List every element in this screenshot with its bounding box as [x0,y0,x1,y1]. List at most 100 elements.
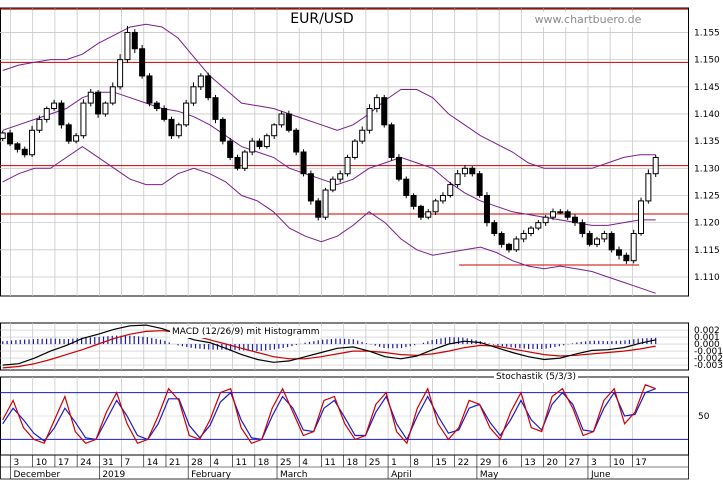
x-tick-label: 17 [635,458,646,468]
candle-body [293,129,300,153]
price-tick-label: 1.120 [694,219,720,229]
candle-body [285,113,292,131]
panel-frame-1 [0,322,689,371]
candle-body [454,173,461,186]
x-tick-label: 14 [147,458,159,468]
candle-body [366,108,373,131]
candle-body [307,173,314,202]
candle-body [65,124,72,142]
candle-body [491,222,498,235]
candle-body [87,91,94,104]
candle-body [315,200,322,218]
x-tick-label: 24 [80,458,92,468]
candle-body [58,102,65,126]
macd-tick-label: -0.001 [694,347,723,357]
candle-body [263,135,270,148]
candle-body [432,200,439,213]
candle-body [564,211,571,218]
x-axis-frame [0,454,689,480]
candle-body [652,156,659,175]
x-tick-label: 27 [569,458,580,468]
watermark-text: www.chartbuero.de [535,13,642,26]
candle-body [594,238,601,245]
x-tick-label: 7 [125,458,131,468]
candle-body [271,124,278,137]
x-tick-label: 22 [458,458,469,468]
candle-body [227,140,234,158]
candle-body [344,156,351,175]
candle-body [359,129,366,142]
month-label: March [280,470,307,480]
candle-body [43,108,50,120]
macd-tick-label: 0.002 [694,326,720,336]
x-tick-label: 4 [213,458,219,468]
candle-body [80,102,87,137]
candle-body [469,167,476,175]
price-tick-label: 1.130 [694,164,720,174]
x-tick-label: 29 [480,458,492,468]
stoch-tick-label: 50 [698,412,710,422]
x-tick-label: 8 [413,458,419,468]
month-label: April [391,470,412,480]
label-background [170,326,322,338]
candle-body [388,124,395,158]
x-tick-label: 18 [347,458,359,468]
candle-body [14,143,21,150]
candle-body [623,254,630,262]
month-label: June [590,470,611,480]
x-tick-label: 28 [191,458,203,468]
x-tick-label: 18 [258,458,270,468]
candle-body [579,222,586,235]
x-tick-label: 11 [324,458,335,468]
macd-signal-line [2,330,656,369]
candle-body [381,97,388,126]
candle-body [197,75,204,88]
x-tick-label: 11 [236,458,247,468]
x-tick-label: 20 [547,458,559,468]
candle-body [183,102,190,126]
candle-body [586,233,593,245]
candle-body [571,216,578,224]
candle-body [527,227,534,235]
x-tick-label: 10 [613,458,625,468]
x-tick-label: 25 [369,458,380,468]
x-tick-label: 17 [58,458,69,468]
month-label: February [191,470,232,480]
candle-body [219,118,226,142]
macd-tick-label: -0.003 [694,361,723,371]
candle-body [410,194,417,207]
x-tick-label: 10 [36,458,48,468]
candle-body [109,86,116,104]
candle-body [505,243,512,251]
candle-body [329,178,336,191]
candle-body [36,118,43,131]
bollinger-lower [2,145,656,294]
macd-tick-label: 0.000 [694,340,720,350]
month-label: 2019 [102,470,125,480]
candle-body [102,102,109,115]
candle-body [403,178,410,196]
candle-body [117,59,124,88]
candle-body [21,148,28,156]
candle-body [205,75,212,99]
candle-body [300,151,307,175]
x-tick-label: 25 [280,458,291,468]
candle-body [542,216,549,224]
month-label: May [480,470,499,480]
price-tick-label: 1.135 [694,137,720,147]
candle-body [234,156,241,169]
candle-body [351,140,358,158]
candle-body [0,132,6,139]
candle-body [241,151,248,169]
candle-body [439,194,446,202]
candle-body [322,189,329,218]
x-tick-label: 15 [435,458,446,468]
stoch-k-line [2,384,656,445]
price-tick-label: 1.115 [694,246,720,256]
candle-body [175,124,182,137]
x-tick-label: 13 [524,458,535,468]
bollinger-upper [2,23,656,169]
candle-body [190,86,197,104]
price-tick-label: 1.145 [694,83,720,93]
